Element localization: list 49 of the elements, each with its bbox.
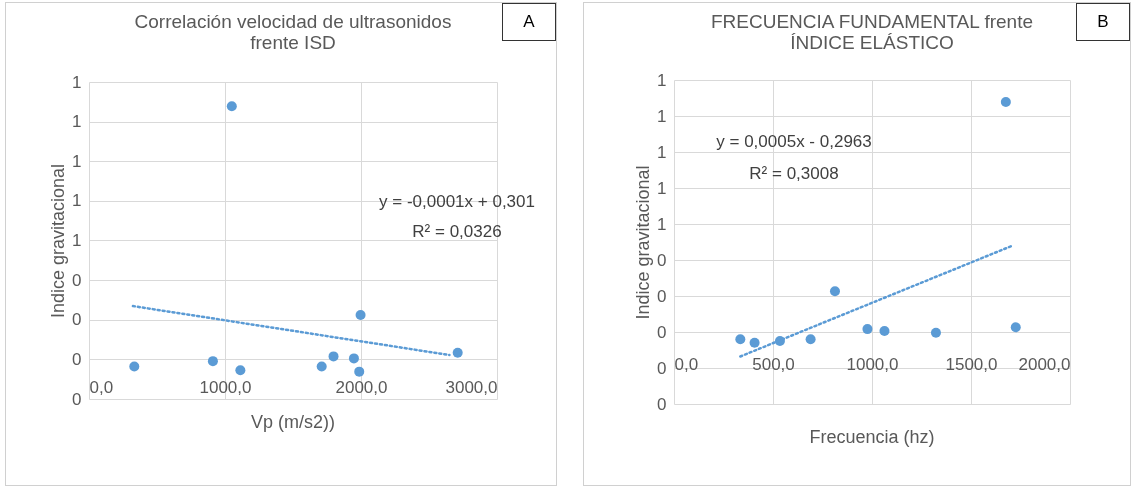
y-tick-label: 0 (657, 358, 667, 378)
annotation: y = 0,0005x - 0,2963 (716, 132, 872, 151)
chart-title: FRECUENCIA FUNDAMENTAL frente ÍNDICE ELÁSTICO (711, 11, 1033, 53)
y-axis-title: Indice gravitacional (48, 163, 69, 319)
y-tick-label: 0 (657, 394, 667, 414)
x-axis-title: Frecuencia (hz) (809, 427, 935, 447)
point (1000, 96, 1011, 107)
y-tick-label: 0 (72, 389, 82, 409)
y-axis-title: Indice gravitacional (633, 165, 654, 320)
y-tick-label: 0 (72, 270, 82, 290)
x-tick-label: 1000,0 (846, 354, 899, 374)
y-tick-label: 1 (72, 151, 82, 171)
y-tick-label: 1 (72, 112, 82, 132)
y-tick-label: 1 (72, 72, 82, 92)
y-tick-label: 1 (657, 142, 667, 162)
y-tick-label: 0 (72, 310, 82, 330)
y-tick-label: 1 (72, 231, 82, 250)
x-tick-label: 0,0 (89, 377, 114, 397)
y-tick-label: 1 (657, 70, 667, 90)
y-tick-label: 0 (657, 322, 667, 342)
x-tick-label: 3000,0 (445, 377, 498, 397)
y-tick-label: 0 (657, 250, 667, 270)
text: A (502, 3, 556, 41)
annotation: R² = 0,0326 (412, 222, 502, 241)
y-tick-label: 0 (72, 349, 82, 369)
y-tick-label: 1 (72, 191, 82, 211)
text: B (1076, 3, 1130, 41)
annotation: y = -0,0001x + 0,301 (379, 192, 535, 211)
point (749, 337, 760, 348)
x-tick-label: 2000,0 (335, 377, 388, 397)
x-axis-title: Vp (m/s2)) (250, 412, 336, 432)
y-tick-label: 1 (657, 214, 667, 234)
x-tick-label: 1500,0 (945, 354, 998, 374)
point (829, 286, 840, 297)
y-tick-label: 0 (657, 286, 667, 306)
point (879, 325, 890, 336)
chart-title: Correlación velocidad de ultrasonidos frente ISD (134, 11, 452, 53)
point (735, 334, 746, 345)
annotation: R² = 0,3008 (749, 164, 839, 183)
point (1010, 322, 1021, 333)
x-tick-label: 0,0 (674, 354, 699, 374)
point (930, 327, 941, 338)
x-tick-label: 1000,0 (199, 377, 252, 397)
point (805, 334, 816, 345)
point (862, 324, 873, 335)
y-tick-label: 1 (657, 106, 667, 126)
x-tick-label: 500,0 (752, 354, 795, 374)
x-tick-label: 2000,0 (1018, 354, 1071, 374)
y-tick-label: 1 (657, 178, 667, 198)
